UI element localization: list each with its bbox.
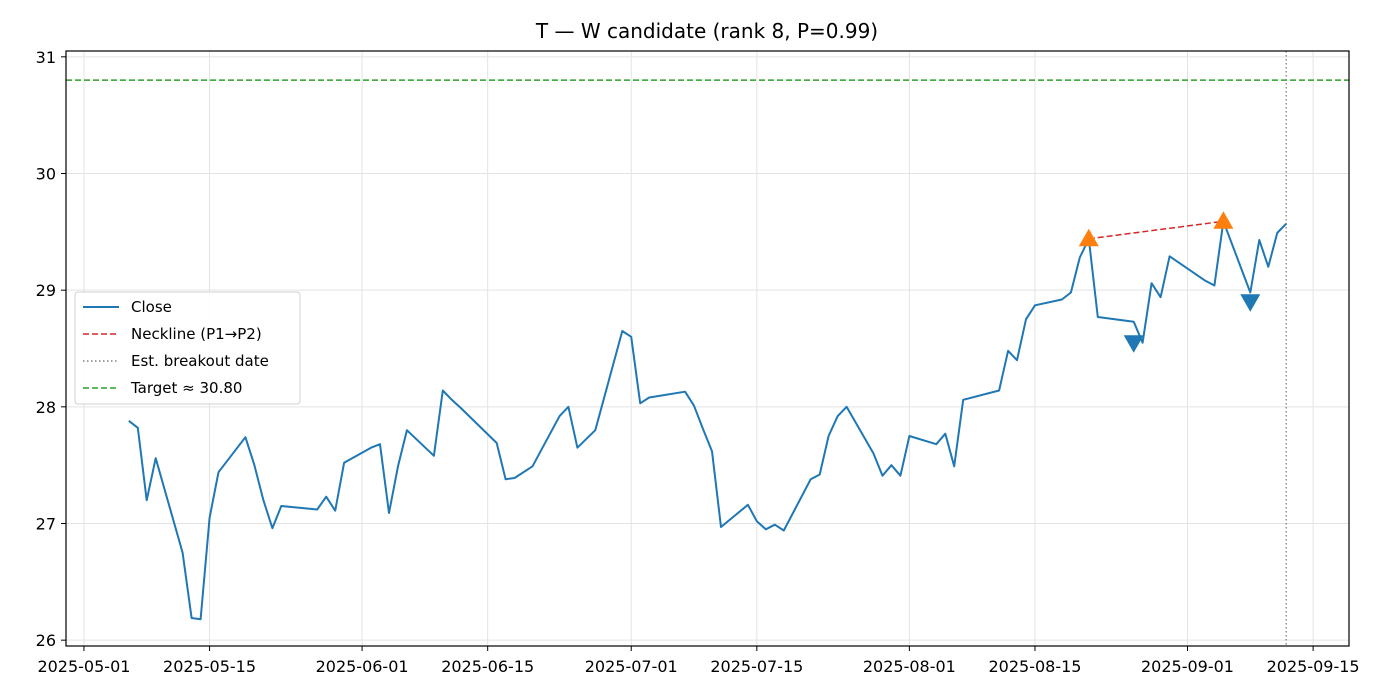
neckline xyxy=(1088,220,1224,240)
grid xyxy=(66,51,1349,646)
legend: Close Neckline (P1→P2) Est. breakout date T… xyxy=(74,291,301,405)
y-axis: 26 27 28 29 30 31 xyxy=(36,48,66,650)
y-tick-label: 31 xyxy=(36,48,56,67)
peak-marker xyxy=(1213,211,1234,229)
x-tick-label: 2025-05-01 xyxy=(37,657,130,676)
y-tick-label: 27 xyxy=(36,515,56,534)
legend-label: Est. breakout date xyxy=(131,352,269,370)
x-tick-label: 2025-08-01 xyxy=(863,657,956,676)
legend-label: Neckline (P1→P2) xyxy=(131,325,262,343)
chart-title: T — W candidate (rank 8, P=0.99) xyxy=(535,19,878,43)
x-axis: 2025-05-01 2025-05-15 2025-06-01 2025-06-15… xyxy=(37,646,1360,676)
y-tick-label: 28 xyxy=(36,398,56,417)
x-tick-label: 2025-09-15 xyxy=(1267,657,1360,676)
x-tick-label: 2025-07-15 xyxy=(710,657,803,676)
legend-label: Target ≈ 30.80 xyxy=(130,379,242,397)
peak-marker xyxy=(1078,228,1099,247)
x-tick-label: 2025-06-15 xyxy=(441,657,534,676)
series xyxy=(128,220,1287,621)
x-tick-label: 2025-07-01 xyxy=(585,657,678,676)
y-tick-label: 29 xyxy=(36,281,56,300)
trough-marker xyxy=(1123,335,1144,353)
x-tick-label: 2025-08-15 xyxy=(988,657,1081,676)
y-tick-label: 30 xyxy=(36,165,56,184)
legend-label: Close xyxy=(131,298,172,316)
close-price-line xyxy=(128,220,1287,621)
plot-frame xyxy=(65,50,1350,647)
x-tick-label: 2025-09-01 xyxy=(1141,657,1234,676)
y-tick-label: 26 xyxy=(36,631,56,650)
trough-marker xyxy=(1240,294,1261,312)
x-tick-label: 2025-05-15 xyxy=(163,657,256,676)
x-tick-label: 2025-06-01 xyxy=(316,657,409,676)
legend-box xyxy=(74,291,301,405)
markers xyxy=(1078,211,1261,353)
